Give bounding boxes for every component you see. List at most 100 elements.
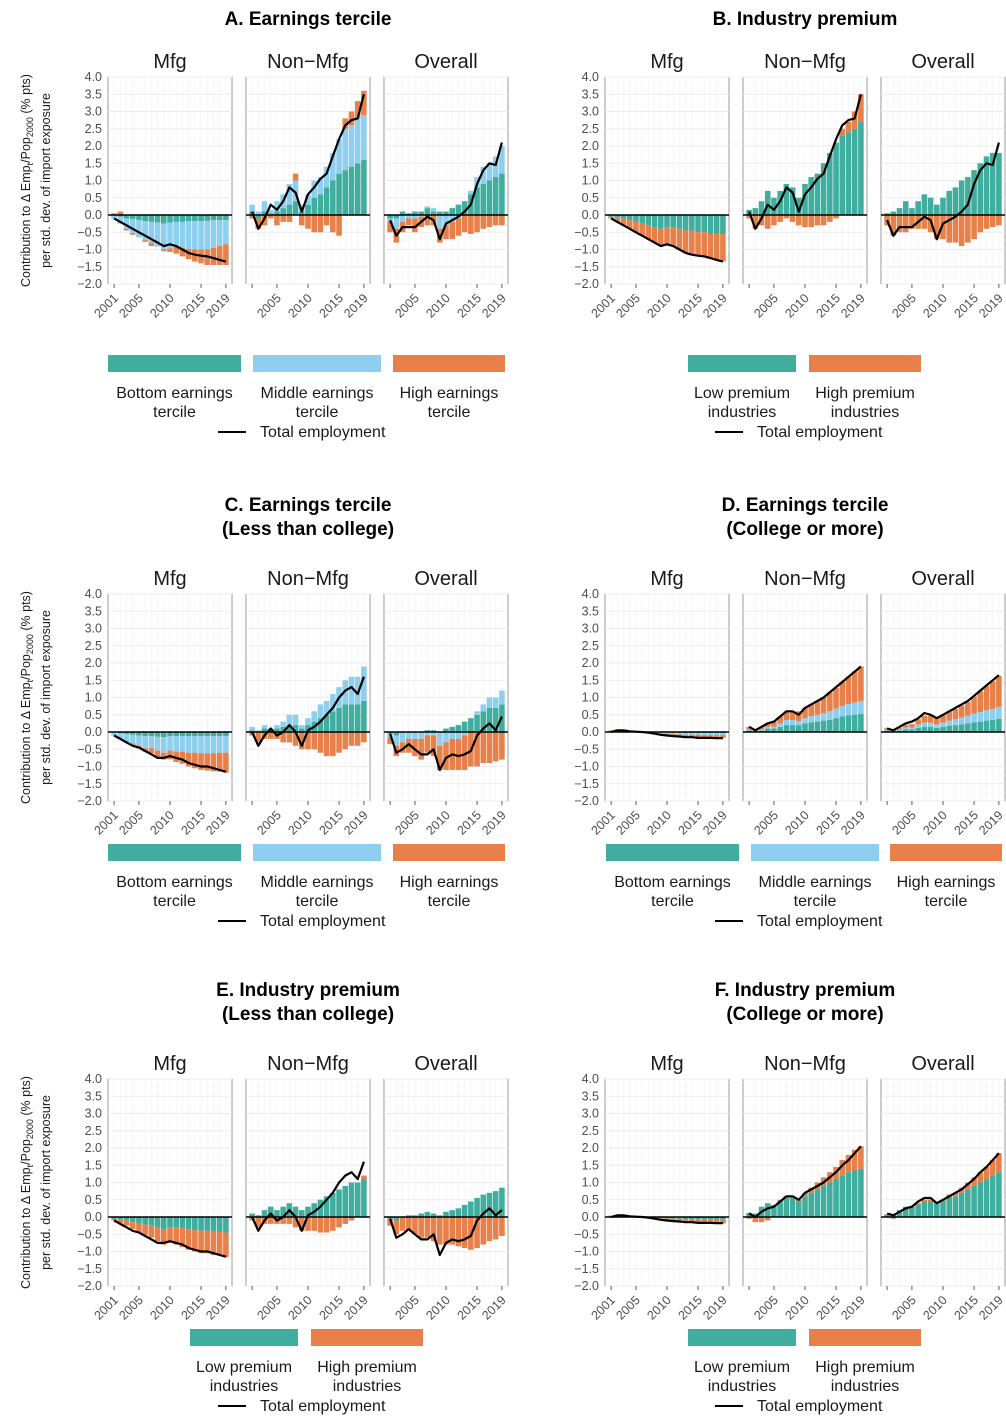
- bar-bottom: [499, 1187, 505, 1217]
- y-tick-label: 1.5: [582, 156, 599, 170]
- bar-middle: [412, 215, 418, 219]
- bar-high: [311, 1217, 318, 1231]
- bar-bottom: [695, 1217, 701, 1220]
- bar-bottom: [216, 732, 223, 737]
- bar-high: [129, 743, 136, 746]
- bar-middle: [173, 221, 180, 247]
- bar-high: [430, 1217, 437, 1242]
- bar-bottom: [317, 718, 324, 732]
- bar-middle: [123, 218, 130, 229]
- bar-bottom: [996, 1172, 1002, 1217]
- bar-bottom: [210, 215, 217, 221]
- bar-bottom: [173, 732, 180, 737]
- bar-high: [492, 732, 499, 762]
- bar-middle: [393, 218, 400, 229]
- bar-bottom: [933, 204, 940, 215]
- bar-high: [317, 732, 324, 753]
- bar-bottom: [758, 201, 765, 215]
- bar-bottom: [274, 211, 280, 215]
- bar-bottom: [160, 1217, 167, 1230]
- legend-key-bottom: [108, 844, 241, 861]
- x-tick-label: 2010: [644, 808, 674, 838]
- bar-bottom: [280, 208, 286, 215]
- x-tick-label: 2019: [700, 808, 730, 838]
- legend-key-bottom: [606, 844, 739, 861]
- bar-high: [412, 738, 418, 757]
- x-tick-label: 2001: [588, 291, 618, 321]
- bar-high: [639, 223, 645, 236]
- bar-bottom: [670, 215, 677, 228]
- bar-bottom: [198, 732, 204, 737]
- bar-bottom: [814, 173, 821, 215]
- bar-bottom: [839, 135, 846, 215]
- legend: Bottom earnings tercile Middle earnings ter…: [108, 844, 505, 930]
- x-tick-label: 2010: [147, 291, 177, 321]
- bar-bottom: [216, 215, 223, 221]
- bar-bottom: [820, 1185, 827, 1217]
- legend-label: Bottom earnings: [116, 874, 233, 891]
- bar-bottom: [480, 711, 487, 732]
- bar-bottom: [261, 728, 268, 732]
- bar-middle: [249, 726, 255, 731]
- bar-high: [361, 90, 367, 115]
- y-tick-label: 1.0: [582, 691, 599, 705]
- bar-middle: [927, 722, 934, 727]
- bar-middle: [713, 733, 720, 736]
- bar-bottom: [430, 211, 437, 215]
- bar-bottom: [940, 197, 946, 215]
- bar-middle: [267, 209, 274, 214]
- bar-bottom: [223, 215, 229, 221]
- bar-bottom: [142, 1217, 148, 1225]
- bar-high: [443, 742, 449, 770]
- bar-middle: [142, 221, 148, 241]
- bar-high: [720, 735, 726, 738]
- bar-middle: [424, 732, 431, 736]
- bar-bottom: [480, 183, 487, 215]
- bar-high: [160, 249, 167, 252]
- bar-high: [933, 215, 940, 240]
- bar-high: [311, 215, 318, 233]
- bar-high: [480, 215, 487, 229]
- bar-high: [436, 1217, 443, 1245]
- x-tick-label: 2019: [203, 291, 233, 321]
- bar-middle: [311, 711, 318, 722]
- bar-bottom: [418, 211, 424, 215]
- legend: Bottom earnings tercile Middle earnings ter…: [108, 355, 505, 441]
- y-tick-label: −1.5: [77, 260, 102, 274]
- bar-high: [298, 215, 305, 226]
- bar-high: [676, 1218, 683, 1222]
- x-tick-label: 2019: [838, 291, 868, 321]
- bar-bottom: [851, 714, 858, 732]
- legend-label: Total employment: [260, 1398, 386, 1415]
- y-axis-title-part: Contribution to Δ Emp: [19, 682, 33, 804]
- bar-bottom: [136, 215, 142, 221]
- y-tick-label: 2.0: [85, 1141, 102, 1155]
- bar-high: [958, 215, 965, 247]
- bar-high: [689, 230, 695, 255]
- bar-bottom: [317, 194, 324, 215]
- bar-bottom: [682, 1217, 689, 1220]
- bar-high: [192, 1230, 198, 1252]
- legend-label: industries: [831, 404, 899, 421]
- legend-label: Middle earnings: [759, 874, 872, 891]
- bar-middle: [136, 735, 142, 746]
- bar-high: [839, 1160, 846, 1176]
- bar-middle: [971, 713, 977, 723]
- facet-label: Non−Mfg: [764, 568, 846, 590]
- y-axis-title-line2: per std. dev. of import exposure: [39, 93, 53, 268]
- bar-bottom: [783, 725, 790, 732]
- bar-bottom: [927, 197, 934, 215]
- bar-high: [348, 111, 355, 126]
- bar-high: [387, 221, 393, 233]
- bar-middle: [311, 180, 318, 198]
- bar-middle: [274, 201, 280, 212]
- bar-high: [645, 225, 652, 240]
- bar-middle: [940, 722, 946, 727]
- facet-label: Mfg: [153, 568, 186, 590]
- bar-middle: [480, 704, 487, 712]
- bar-middle: [758, 729, 765, 731]
- x-tick-label: 2010: [423, 808, 453, 838]
